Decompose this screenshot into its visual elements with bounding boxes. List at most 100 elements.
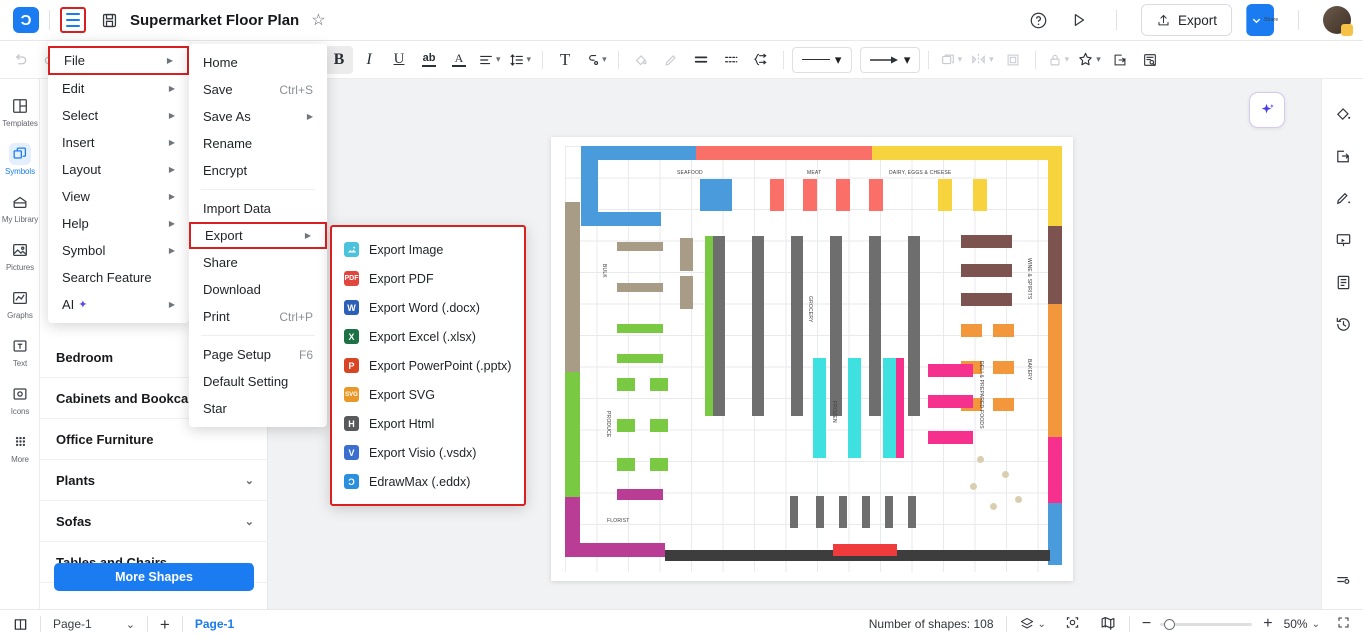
menu-item-star[interactable]: Star (189, 395, 327, 422)
category-plants[interactable]: Plants ⌄ (40, 460, 268, 501)
effects-button[interactable]: ▾ (1074, 46, 1104, 74)
menu-item-print[interactable]: Print Ctrl+P (189, 303, 327, 330)
rail-item-symbols[interactable]: Symbols (0, 135, 40, 183)
menu-item-share[interactable]: Share (189, 249, 327, 276)
fill-color-button[interactable] (627, 46, 655, 74)
fixture-meat-case-3[interactable] (836, 179, 850, 211)
arrange-button[interactable]: ▾ (937, 46, 966, 74)
menu-item-view[interactable]: View ▶ (48, 183, 189, 210)
fixture-produce-7[interactable] (617, 458, 635, 471)
menu-item-home[interactable]: Home (189, 49, 327, 76)
fixture-meat-case-2[interactable] (803, 179, 817, 211)
zoom-out-button[interactable]: − (1141, 615, 1152, 632)
fixture-produce-1[interactable] (617, 324, 663, 333)
fixture-florist-1[interactable] (617, 489, 663, 500)
category-sofas[interactable]: Sofas ⌄ (40, 501, 268, 542)
menu-item-search-feature[interactable]: Search Feature (48, 264, 189, 291)
fixture-produce-3[interactable] (617, 378, 635, 391)
export-submenu[interactable]: Export Image PDF Export PDF W Export Wor… (330, 225, 526, 506)
ai-sparkle-icon[interactable] (1249, 92, 1285, 128)
plant-2[interactable] (1002, 471, 1009, 478)
star-icon[interactable]: ☆ (311, 12, 326, 29)
group-button[interactable] (999, 46, 1027, 74)
text-align-button[interactable]: ▾ (475, 46, 504, 74)
zone-strip-meat[interactable] (696, 146, 872, 160)
chevron-down-icon[interactable] (1246, 4, 1274, 36)
line-style-button[interactable] (717, 46, 745, 74)
fixture-checkout-2[interactable] (839, 496, 847, 528)
hamburger-menu-icon[interactable] (60, 7, 86, 33)
share-button[interactable]: Share (1246, 4, 1278, 36)
drawing-page[interactable]: SEAFOOD MEAT DAIRY, EGGS & CHEESE BULK G… (551, 137, 1073, 581)
fixture-checkout-4[interactable] (885, 496, 893, 528)
rail-item-my-library[interactable]: My Library (0, 183, 40, 231)
help-circle-icon[interactable] (1026, 7, 1052, 33)
properties-icon[interactable] (1322, 559, 1363, 601)
notes-icon[interactable] (1322, 261, 1363, 303)
fixture-bulk-1[interactable] (617, 242, 663, 251)
zone-strip-bakery[interactable] (1048, 304, 1062, 437)
menu-item-import-data[interactable]: Import Data (189, 195, 327, 222)
font-color-button[interactable]: A (445, 46, 473, 74)
export-item-word[interactable]: W Export Word (.docx) (332, 293, 524, 322)
export-item-powerpoint[interactable]: P Export PowerPoint (.pptx) (332, 351, 524, 380)
menu-item-rename[interactable]: Rename (189, 130, 327, 157)
plant-1[interactable] (977, 456, 984, 463)
fixture-meat-case-1[interactable] (770, 179, 784, 211)
lock-button[interactable]: ▾ (1044, 46, 1073, 74)
category-bedroom[interactable]: Bedroom (40, 337, 268, 378)
fixture-checkout-1[interactable] (816, 496, 824, 528)
export-item-svg[interactable]: SVG Export SVG (332, 380, 524, 409)
fixture-bulk-4[interactable] (680, 276, 693, 309)
fixture-dairy-case-1[interactable] (938, 179, 952, 211)
fixture-seafood-case[interactable] (700, 179, 732, 211)
zone-strip-entrance[interactable] (1048, 503, 1062, 565)
export-item-edrawmax[interactable]: Ɔ EdrawMax (.eddx) (332, 467, 524, 496)
fixture-checkout-5[interactable] (908, 496, 916, 528)
fixture-wine-3[interactable] (961, 293, 1012, 306)
fixture-frozen-1[interactable] (813, 358, 826, 458)
fixture-bakery-6[interactable] (993, 398, 1014, 411)
replace-shape-button[interactable] (1106, 46, 1134, 74)
zone-strip-seafood-3[interactable] (581, 212, 661, 226)
entrance-door[interactable] (833, 544, 897, 556)
strikethrough-button[interactable]: ab (415, 46, 443, 74)
edraw-logo-icon[interactable]: Ɔ (13, 7, 39, 33)
fixture-grocery-aisle-5[interactable] (869, 236, 881, 416)
presentation-icon[interactable] (1322, 219, 1363, 261)
zoom-in-button[interactable]: + (1263, 615, 1273, 632)
save-disk-icon[interactable] (100, 11, 118, 29)
rail-item-pictures[interactable]: Pictures (0, 231, 40, 279)
zoom-slider-knob[interactable] (1164, 618, 1176, 630)
connector-style-button[interactable] (747, 46, 775, 74)
find-button[interactable] (1136, 46, 1164, 74)
rail-item-more[interactable]: More (0, 423, 40, 471)
chevron-down-icon[interactable]: ⌄ (244, 515, 254, 528)
fixture-produce-4[interactable] (650, 378, 668, 391)
file-menu[interactable]: File ▶ Edit ▶ Select ▶ Insert ▶ Layout ▶… (48, 41, 189, 323)
chevron-down-icon[interactable]: ⌄ (244, 474, 254, 487)
fixture-frozen-2[interactable] (848, 358, 861, 458)
menu-item-help[interactable]: Help ▶ (48, 210, 189, 237)
arrow-type-select[interactable]: ▾ (859, 46, 920, 73)
italic-button[interactable]: I (366, 50, 372, 68)
layers-icon[interactable]: ⌄ (1019, 616, 1046, 632)
plant-4[interactable] (990, 503, 997, 510)
file-submenu[interactable]: Home Save Ctrl+S Save As ▶ Rename Encryp… (189, 44, 327, 427)
export-button[interactable]: Export (1140, 4, 1232, 36)
map-icon[interactable] (1099, 614, 1117, 635)
menu-item-export[interactable]: Export ▶ (189, 222, 327, 249)
zone-strip-florist[interactable] (565, 497, 580, 557)
fixture-grocery-aisle-4[interactable] (830, 236, 842, 416)
line-spacing-button[interactable]: ▾ (506, 46, 535, 74)
export-item-image[interactable]: Export Image (332, 235, 524, 264)
chevron-down-icon[interactable]: ⌄ (245, 556, 254, 569)
text-box-button[interactable]: T (559, 49, 571, 69)
panel-toggle-icon[interactable] (0, 616, 40, 633)
zone-strip-dairy[interactable] (872, 146, 1062, 160)
fixture-grocery-aisle-1[interactable] (713, 236, 725, 416)
fixture-deli-counter-1[interactable] (928, 364, 973, 377)
export-item-visio[interactable]: V Export Visio (.vsdx) (332, 438, 524, 467)
fixture-produce-2[interactable] (617, 354, 663, 363)
zoom-slider[interactable] (1160, 618, 1253, 630)
